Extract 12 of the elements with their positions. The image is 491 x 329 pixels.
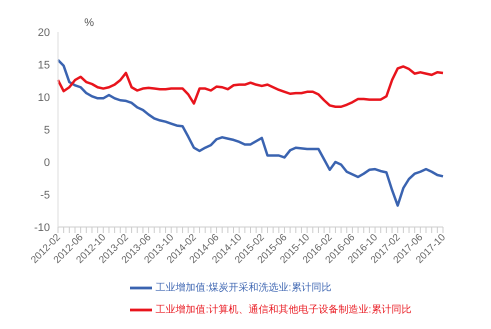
legend-label: 工业增加值:计算机、通信和其他电子设备制造业:累计同比 <box>156 304 412 316</box>
legend-label: 工业增加值:煤炭开采和洗选业:累计同比 <box>156 282 332 294</box>
line-series <box>56 58 444 207</box>
y-tick-label: 10 <box>38 92 50 104</box>
y-tick-label: 5 <box>44 124 50 136</box>
y-tick-label: -5 <box>40 189 50 202</box>
y-tick-label: 20 <box>38 26 50 39</box>
y-tick-label: -10 <box>34 222 50 234</box>
y-tick-label: 0 <box>44 156 50 169</box>
line-series <box>56 65 444 108</box>
y-tick-label: 15 <box>38 59 50 72</box>
y-axis-title: % <box>84 16 94 29</box>
